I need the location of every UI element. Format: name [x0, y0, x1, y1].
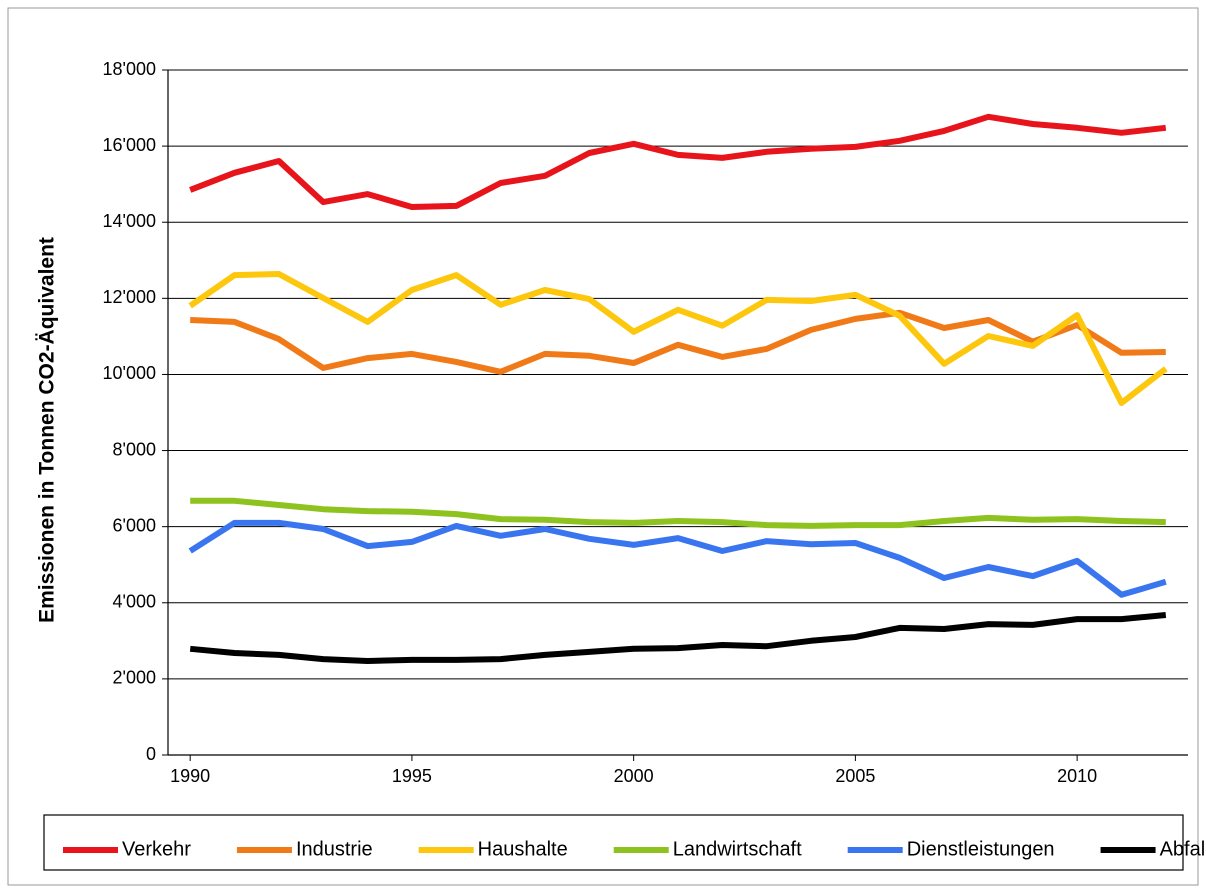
series-line	[188, 271, 1168, 406]
legend-label: Industrie	[296, 838, 373, 860]
series-line	[190, 497, 1166, 529]
legend-label: Abfall	[1160, 838, 1206, 860]
y-tick-label: 8'000	[113, 439, 156, 459]
x-tick-label: 1995	[392, 766, 432, 786]
legend-label: Haushalte	[478, 838, 568, 860]
series-line	[190, 309, 1166, 375]
y-tick-label: 12'000	[103, 287, 157, 307]
y-tick-label: 14'000	[103, 211, 157, 231]
legend-box	[43, 814, 1184, 871]
x-tick-label: 1990	[170, 766, 210, 786]
series-line	[188, 519, 1167, 598]
x-tick-label: 2005	[835, 766, 875, 786]
series-line	[189, 113, 1167, 210]
y-tick-label: 2'000	[113, 668, 156, 688]
y-tick-label: 18'000	[103, 59, 157, 79]
y-tick-label: 10'000	[103, 363, 157, 383]
x-tick-label: 2000	[614, 766, 654, 786]
series-line	[189, 612, 1167, 664]
legend-label: Landwirtschaft	[673, 838, 802, 860]
x-tick-label: 2010	[1057, 766, 1097, 786]
y-axis-label: Emissionen in Tonnen CO2-Äquivalent	[36, 237, 59, 623]
y-tick-label: 4'000	[113, 592, 156, 612]
y-tick-label: 6'000	[113, 515, 156, 535]
legend-label: Dienstleistungen	[907, 838, 1055, 860]
y-tick-label: 0	[146, 744, 156, 764]
y-tick-label: 16'000	[103, 135, 157, 155]
legend-label: Verkehr	[122, 838, 191, 860]
chart-frame	[7, 7, 1199, 886]
